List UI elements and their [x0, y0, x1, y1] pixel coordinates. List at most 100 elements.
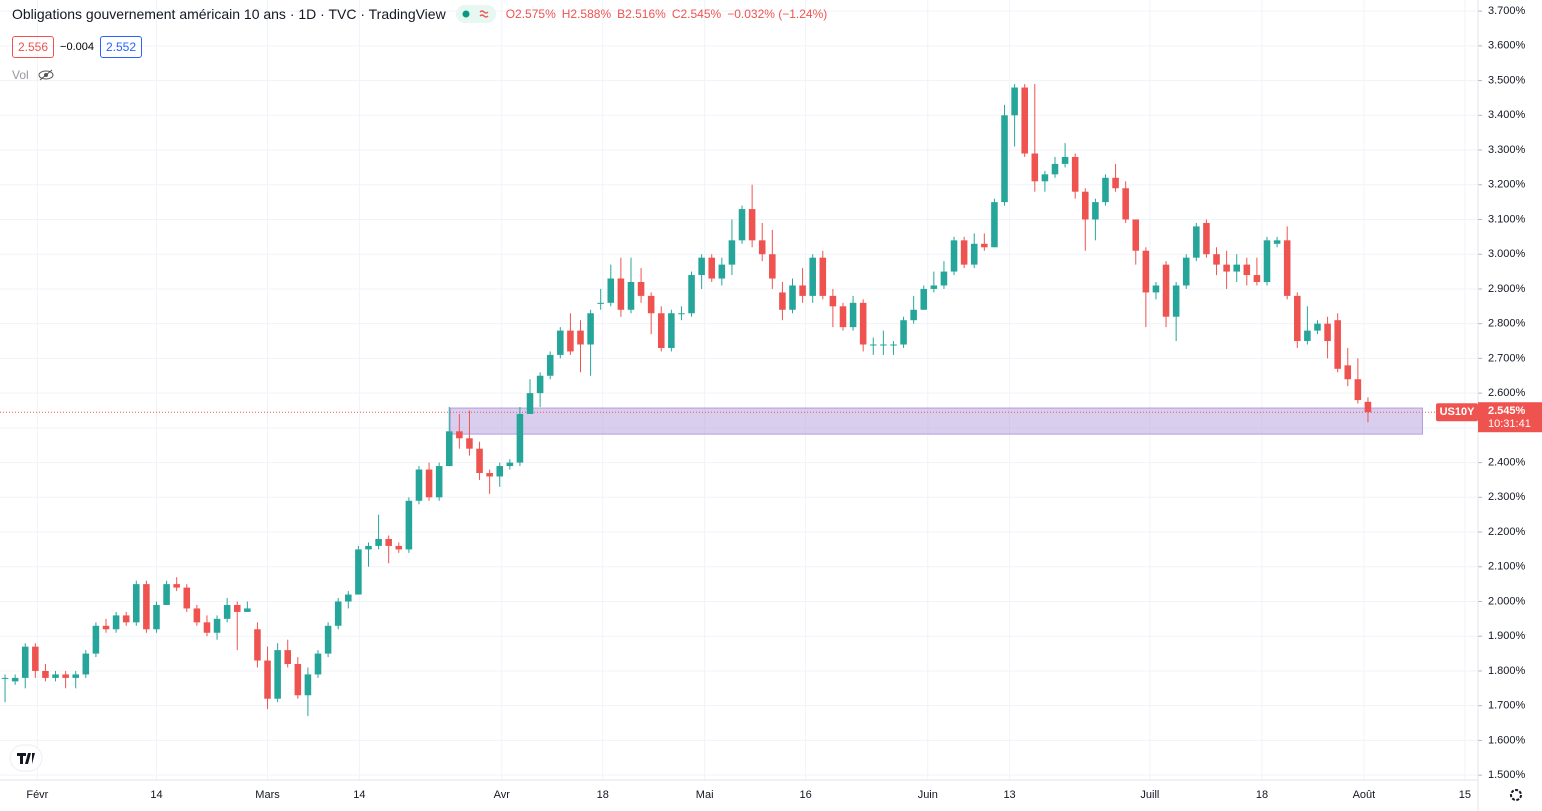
y-tick-label: 3.500% [1488, 74, 1526, 86]
candle-body [698, 257, 705, 276]
status-pill[interactable] [455, 5, 496, 23]
candle-body [849, 302, 857, 328]
logo-mark [17, 753, 35, 764]
candle-body [617, 278, 625, 310]
candle-body [1304, 330, 1311, 342]
candle-body [355, 549, 362, 595]
y-tick-label: 3.100% [1488, 213, 1526, 225]
candle-body [779, 292, 786, 310]
x-tick-label: 15 [1459, 789, 1471, 801]
candle-body [1263, 240, 1271, 282]
candle-body [728, 240, 736, 265]
settings-icon[interactable] [1510, 789, 1522, 801]
candle-body [72, 674, 79, 678]
candle-body [223, 604, 231, 619]
candle-body [557, 330, 564, 355]
y-tick-label: 3.200% [1488, 179, 1526, 191]
candle-body [1364, 401, 1372, 413]
candle-body [647, 295, 655, 314]
candle-body [1193, 226, 1200, 258]
bid-button[interactable]: 2.556 [12, 36, 55, 58]
candle-body [910, 309, 917, 321]
candle-body [52, 674, 59, 678]
candle-body [1102, 177, 1109, 203]
volume-label: Vol [12, 68, 29, 82]
candle-body [294, 664, 302, 696]
candle-body [405, 500, 413, 550]
y-tick-label: 1.900% [1488, 630, 1526, 642]
candle-body [466, 438, 473, 449]
candle-body [546, 354, 554, 376]
candle-body [334, 601, 342, 626]
candle-body [637, 281, 645, 296]
y-tick-label: 2.700% [1488, 352, 1526, 364]
candle-body [657, 313, 665, 348]
legend-high: H2.588% [561, 7, 612, 21]
candle-body [183, 587, 191, 609]
candle-body [960, 240, 968, 265]
hide-icon[interactable] [38, 69, 54, 81]
legend-close: C2.545% [671, 7, 722, 21]
candle-body [587, 313, 594, 345]
y-tick-label: 2.300% [1488, 491, 1526, 503]
candle-body [1172, 285, 1180, 317]
candle-body [456, 431, 463, 439]
candle-body [1243, 264, 1251, 276]
candle-body [143, 584, 150, 630]
price-tag [1478, 402, 1542, 433]
candle-body [254, 629, 261, 661]
y-tick-label: 3.300% [1488, 144, 1526, 156]
countdown-label: 10:31:41 [1488, 418, 1531, 430]
logo-bg [9, 744, 43, 772]
header: Obligations gouvernement américain 10 an… [12, 5, 827, 23]
candle-body [970, 243, 978, 265]
candle-body [1051, 163, 1059, 175]
candle-body [1223, 264, 1230, 272]
candle-body [1324, 323, 1331, 342]
candle-body [122, 615, 130, 623]
candle-body [1071, 156, 1079, 192]
y-tick-label: 1.800% [1488, 665, 1526, 677]
candle-body [1122, 188, 1129, 220]
x-tick-label: Mars [255, 789, 280, 801]
candle-body [1354, 379, 1362, 401]
candle-body [213, 618, 221, 633]
candle-body [1011, 87, 1018, 116]
candle-body [314, 653, 322, 675]
ask-button[interactable]: 2.552 [99, 36, 143, 58]
candle-body [445, 431, 453, 467]
x-tick-label: Juin [918, 789, 938, 801]
candle-body [1061, 156, 1069, 164]
price-tag-label: 2.545% [1488, 405, 1526, 417]
x-tick-label: Avr [494, 789, 511, 801]
candle-body [991, 202, 998, 248]
candle-body [809, 257, 816, 296]
candle-body [1001, 115, 1008, 203]
y-tick-label: 3.000% [1488, 248, 1526, 260]
candle-body [981, 243, 988, 248]
candle-body [526, 393, 534, 414]
x-tick-label: Févr [26, 789, 48, 801]
candle-body [92, 625, 100, 654]
candle-body [1344, 365, 1352, 380]
candle-body [385, 538, 392, 546]
candle-body [789, 285, 796, 310]
candle-body [486, 473, 493, 477]
candle-body [42, 670, 49, 678]
quote-row: 2.556 −0.004 2.552 [12, 36, 143, 58]
y-tick-label: 2.900% [1488, 283, 1526, 295]
y-tick-label: 2.100% [1488, 561, 1526, 573]
legend-low: B2.516% [617, 7, 666, 21]
candle-body [1081, 191, 1089, 220]
candle-body [1334, 320, 1341, 369]
candle-body [304, 674, 312, 696]
candle-body [1203, 222, 1210, 255]
candle-body [1112, 177, 1119, 189]
candle-body [829, 295, 837, 307]
candle-body [345, 594, 352, 602]
candle-body [21, 646, 29, 678]
candle-body [1162, 264, 1170, 317]
candle-body [11, 677, 19, 682]
candle-body [738, 209, 746, 241]
